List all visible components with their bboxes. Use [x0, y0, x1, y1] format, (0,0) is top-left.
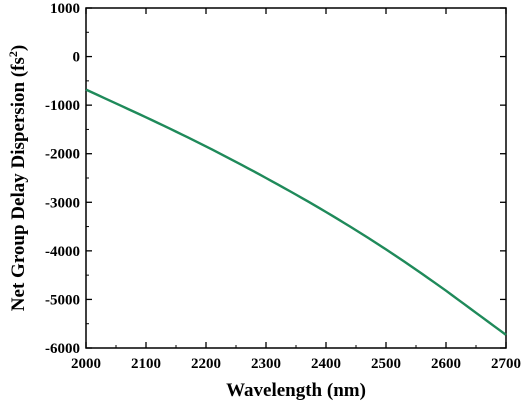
x-tick-label: 2200 [191, 356, 221, 372]
series-layer [85, 88, 507, 336]
y-tick-label: -2000 [45, 147, 80, 163]
x-tick-label: 2400 [311, 356, 341, 372]
y-axis-title-superscript: 2 [6, 51, 20, 57]
y-axis-ticks: 1000 0 -1000 -2000 -3000 -4000 -5000 -6000 [45, 1, 506, 357]
x-tick-label: 2000 [71, 356, 101, 372]
x-tick-label: 2600 [431, 356, 461, 372]
y-tick-label: 0 [73, 50, 81, 66]
y-axis-title: Net Group Delay Dispersion (fs2) [6, 45, 29, 311]
x-tick-label: 2500 [371, 356, 401, 372]
x-tick-label: 2300 [251, 356, 281, 372]
y-tick-label: -1000 [45, 98, 80, 114]
x-axis-ticks: 2000 2100 2200 2300 2400 2500 2600 2700 [71, 8, 521, 372]
y-axis-title-close: ) [8, 45, 29, 51]
y-tick-label: 1000 [50, 1, 80, 17]
y-tick-label: -6000 [45, 341, 80, 357]
x-tick-label: 2700 [491, 356, 521, 372]
y-axis-title-main: Net Group Delay Dispersion (fs [8, 57, 29, 311]
x-tick-label: 2100 [131, 356, 161, 372]
y-tick-label: -4000 [45, 244, 80, 260]
plot-frame [85, 7, 507, 349]
y-tick-label: -3000 [45, 195, 80, 211]
x-axis-title: Wavelength (nm) [226, 380, 366, 401]
series-line [85, 88, 507, 336]
y-tick-label: -5000 [45, 292, 80, 308]
